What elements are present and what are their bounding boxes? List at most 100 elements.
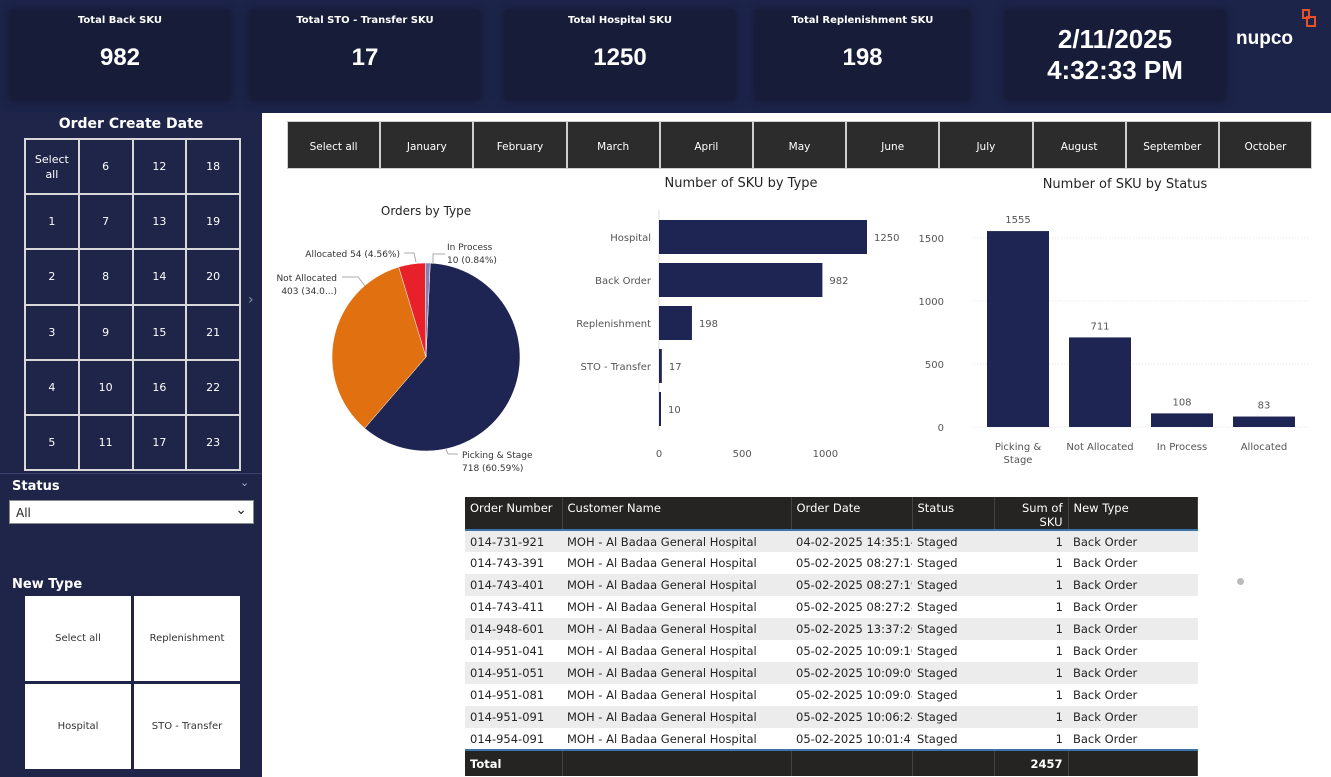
column-header[interactable]: Status <box>912 497 995 531</box>
table-row[interactable]: 014-743-411 MOH - Al Badaa General Hospit… <box>465 596 1198 618</box>
table-row[interactable]: 014-951-081 MOH - Al Badaa General Hospit… <box>465 684 1198 706</box>
bar[interactable] <box>659 263 823 297</box>
month-button[interactable]: Select all <box>288 122 380 168</box>
kpi-value: 1250 <box>593 44 647 71</box>
date-slicer-item[interactable]: 22 <box>187 360 239 414</box>
month-button[interactable]: September <box>1126 122 1218 168</box>
date-slicer-item[interactable]: 17 <box>133 415 186 469</box>
newtype-select-all[interactable]: Select all <box>25 596 131 681</box>
status-slicer-title: Status <box>12 479 60 494</box>
status-dropdown[interactable]: All ⌄ <box>9 500 254 524</box>
table-row[interactable]: 014-954-091 MOH - Al Badaa General Hospit… <box>465 728 1198 750</box>
column-header[interactable]: Order Number <box>465 497 563 531</box>
bar[interactable] <box>659 349 662 383</box>
table-cell: 1 <box>994 618 1068 640</box>
chevron-right-icon[interactable]: › <box>248 292 254 308</box>
date-slicer-item[interactable]: 13 <box>133 195 186 249</box>
date-slicer-item[interactable]: 16 <box>133 360 186 414</box>
month-button[interactable]: April <box>660 122 752 168</box>
scroll-indicator[interactable] <box>1237 578 1244 585</box>
date-slicer-item[interactable]: 7 <box>79 195 132 249</box>
total-label: Total <box>465 749 563 776</box>
month-button[interactable]: August <box>1033 122 1125 168</box>
table-cell: Back Order <box>1073 688 1138 702</box>
column-header[interactable]: New Type <box>1068 497 1198 531</box>
pie-label: 10 (0.84%) <box>447 256 497 266</box>
date-slicer-item[interactable]: 18 <box>187 140 239 194</box>
table-row[interactable]: 014-731-921 MOH - Al Badaa General Hospit… <box>465 530 1198 552</box>
bar[interactable] <box>659 306 692 340</box>
chevron-down-icon[interactable]: ⌄ <box>240 476 250 489</box>
table-cell: 014-951-051 <box>465 662 562 684</box>
time-text: 4:32:33 PM <box>1047 55 1183 85</box>
month-button[interactable]: May <box>753 122 846 168</box>
date-slicer-item[interactable]: 23 <box>187 415 239 469</box>
bar[interactable] <box>1151 413 1213 427</box>
kpi-title: Total Replenishment SKU <box>791 15 934 26</box>
table-row[interactable]: 014-743-401 MOH - Al Badaa General Hospit… <box>465 574 1198 596</box>
newtype-sto-transfer[interactable]: STO - Transfer <box>134 684 240 769</box>
table-row[interactable]: 014-948-601 MOH - Al Badaa General Hospit… <box>465 618 1198 640</box>
date-slicer-item[interactable]: 8 <box>79 250 132 304</box>
column-header[interactable]: Customer Name <box>562 497 792 531</box>
table-cell: 04-02-2025 14:35:14 <box>791 530 912 552</box>
date-slicer-item[interactable]: 10 <box>79 360 132 414</box>
table-row[interactable]: 014-951-041 MOH - Al Badaa General Hospit… <box>465 640 1198 662</box>
date-slicer-item[interactable]: 2 <box>26 250 78 304</box>
leader-line <box>445 448 458 455</box>
kpi-card-hospital: Total Hospital SKU 1250 <box>505 10 735 100</box>
date-slicer-item[interactable]: 15 <box>133 305 186 359</box>
table-cell: 1 <box>1055 731 1063 746</box>
sku-by-type-chart: 0 500 1000 1250 Hospital 982 Back Order 198 Repl… <box>576 210 899 460</box>
bar[interactable] <box>659 392 661 426</box>
date-slicer-item[interactable]: 19 <box>187 195 239 249</box>
y-tick-label: 1500 <box>919 234 944 245</box>
newtype-replenishment[interactable]: Replenishment <box>134 596 240 681</box>
newtype-hospital[interactable]: Hospital <box>25 684 131 769</box>
date-slicer-item[interactable]: 3 <box>26 305 78 359</box>
date-slicer-item[interactable]: 4 <box>26 360 78 414</box>
chevron-down-icon: ⌄ <box>235 502 247 518</box>
column-header[interactable]: Sum of SKU <box>994 497 1069 531</box>
sku-by-status-chart: 0 500 1000 1500 1555 Picking & Stage 711 Not All… <box>919 215 1310 466</box>
date-slicer-item[interactable]: 21 <box>187 305 239 359</box>
date-slicer-item[interactable]: 14 <box>133 250 186 304</box>
month-button[interactable]: February <box>474 122 566 168</box>
month-button[interactable]: March <box>567 122 659 168</box>
table-cell: MOH - Al Badaa General Hospital <box>562 530 791 552</box>
pie-slice[interactable] <box>331 266 427 429</box>
x-tick-label: 500 <box>733 449 752 460</box>
month-button[interactable]: July <box>940 122 1032 168</box>
date-slicer-grid: Select all 6 12 18 1 7 13 19 2 8 14 20 3 9 15 21 4 10 16 22… <box>24 138 241 471</box>
month-button[interactable]: October <box>1219 122 1312 168</box>
date-slicer-item[interactable]: 6 <box>79 140 132 194</box>
date-slicer-item[interactable]: 9 <box>79 305 132 359</box>
bar[interactable] <box>987 231 1049 427</box>
bar[interactable] <box>1233 416 1295 427</box>
pie-slice[interactable] <box>364 262 521 452</box>
table-row[interactable]: 014-951-051 MOH - Al Badaa General Hospit… <box>465 662 1198 684</box>
date-slicer-item[interactable]: 1 <box>26 195 78 249</box>
table-cell: 1 <box>994 574 1068 596</box>
date-slicer-item[interactable]: 12 <box>133 140 186 194</box>
kpi-card-replenishment: Total Replenishment SKU 198 <box>755 10 970 100</box>
month-button[interactable]: June <box>847 122 939 168</box>
category-label: Replenishment <box>576 319 651 330</box>
pie-slice[interactable] <box>424 262 431 358</box>
table-cell: 1 <box>1055 600 1063 614</box>
table-row[interactable]: 014-951-091 MOH - Al Badaa General Hospit… <box>465 706 1198 728</box>
date-text: 2/11/2025 <box>1057 24 1173 54</box>
date-slicer-item[interactable]: 20 <box>187 250 239 304</box>
month-button[interactable]: January <box>381 122 473 168</box>
date-slicer-item[interactable]: 11 <box>79 415 132 469</box>
category-label: Picking & <box>995 442 1042 453</box>
bar[interactable] <box>1069 337 1131 427</box>
date-slicer-item[interactable]: Select all <box>26 140 78 194</box>
table-cell: Staged <box>912 530 994 552</box>
table-cell: 014-743-391 <box>470 556 545 570</box>
column-header[interactable]: Order Date <box>791 497 913 531</box>
table-row[interactable]: 014-743-391 MOH - Al Badaa General Hospit… <box>465 552 1198 574</box>
date-slicer-item[interactable]: 5 <box>26 415 78 469</box>
pie-label: Picking & Stage <box>462 451 533 461</box>
bar[interactable] <box>659 220 867 254</box>
